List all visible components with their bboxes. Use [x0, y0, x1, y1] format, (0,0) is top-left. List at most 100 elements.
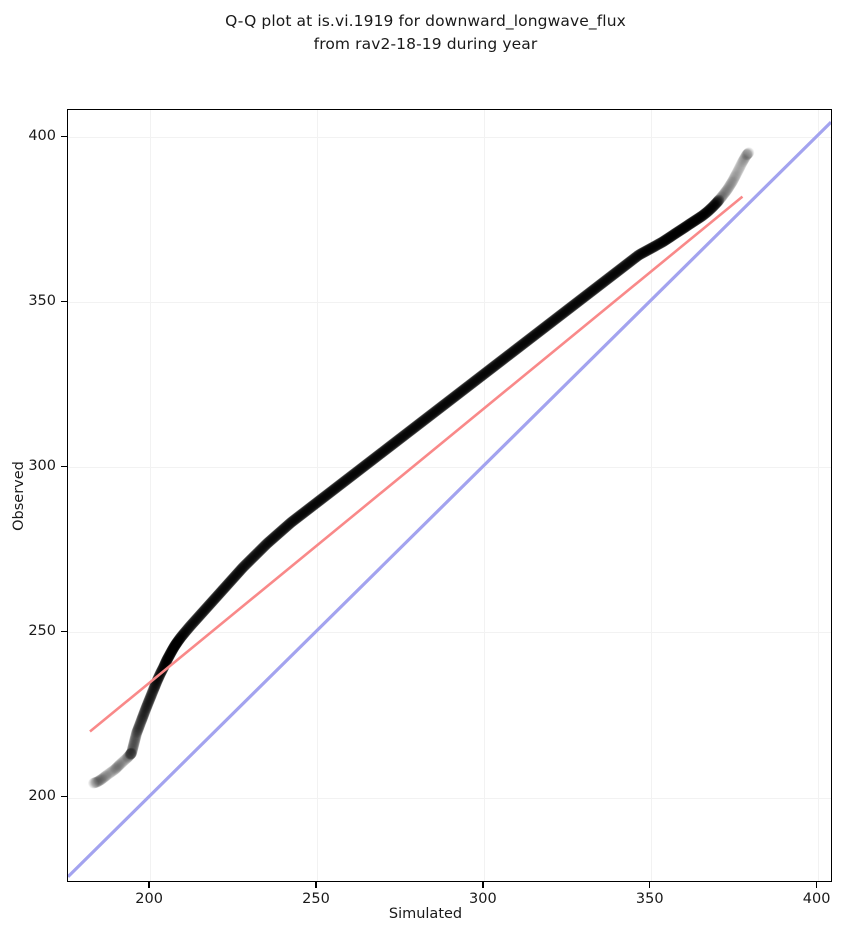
data-point [399, 429, 411, 441]
data-point [221, 580, 233, 591]
data-point [407, 423, 419, 435]
data-point [190, 613, 202, 625]
data-point [188, 616, 200, 628]
data-point [234, 565, 246, 577]
data-point [207, 595, 219, 607]
data-point [379, 445, 391, 457]
data-point [272, 528, 284, 540]
data-point [472, 373, 484, 385]
data-point [410, 421, 422, 433]
data-point [277, 524, 289, 536]
data-point [396, 431, 408, 443]
data-point [397, 431, 409, 443]
data-point [403, 426, 415, 438]
data-point [299, 506, 311, 517]
x-tick-label: 400 [802, 891, 831, 907]
data-point [369, 452, 381, 464]
data-point [244, 555, 256, 567]
data-point [421, 412, 433, 424]
data-point [172, 635, 184, 647]
data-point [284, 517, 296, 529]
data-point [400, 428, 412, 440]
data-point [131, 725, 143, 737]
data-point [222, 578, 234, 590]
data-point [455, 386, 467, 397]
data-point [357, 461, 369, 473]
data-point [252, 547, 264, 559]
data-point [301, 504, 313, 516]
data-point [318, 492, 330, 503]
data-point [316, 493, 328, 505]
data-point [169, 640, 181, 652]
data-point [148, 682, 160, 694]
data-point [383, 441, 395, 453]
data-point [428, 407, 440, 419]
data-point [322, 488, 334, 500]
data-point [175, 631, 187, 643]
data-point [323, 488, 335, 500]
data-point [164, 648, 176, 660]
identity-line [68, 121, 831, 878]
data-point [137, 710, 149, 722]
data-point [274, 526, 286, 538]
data-point [383, 441, 395, 453]
data-point [443, 395, 455, 407]
data-point [430, 405, 442, 417]
data-point [360, 459, 372, 471]
data-point [310, 497, 322, 509]
data-point [133, 722, 144, 734]
data-point [143, 696, 154, 708]
data-point [415, 417, 427, 429]
data-point [469, 375, 480, 387]
data-point [275, 525, 287, 537]
data-point [445, 393, 457, 405]
data-point [269, 531, 281, 543]
data-point [411, 420, 423, 432]
data-point [438, 399, 450, 411]
data-point [246, 553, 258, 565]
data-point [360, 459, 372, 471]
data-point [744, 147, 755, 158]
data-point [153, 672, 164, 684]
data-point [163, 650, 175, 662]
data-point [298, 506, 310, 518]
data-point [342, 473, 353, 485]
gridline-horizontal [68, 302, 831, 304]
data-point [469, 375, 481, 387]
data-point [195, 609, 206, 621]
data-point [292, 511, 304, 523]
data-point [357, 461, 369, 473]
data-point [192, 612, 204, 624]
data-point [295, 509, 307, 521]
data-point [447, 392, 459, 404]
data-point [303, 503, 315, 515]
data-point [239, 560, 251, 572]
data-point [169, 640, 181, 652]
x-axis-label: Simulated [388, 906, 463, 922]
data-point [418, 414, 430, 426]
y-tick-mark [61, 795, 67, 798]
data-point [477, 368, 489, 380]
data-point [162, 652, 174, 664]
data-point [270, 529, 282, 541]
data-point [291, 512, 303, 524]
data-point [420, 413, 432, 425]
data-point [247, 552, 259, 564]
data-point [274, 527, 286, 539]
data-point [355, 463, 367, 475]
data-point [160, 656, 172, 668]
data-point [247, 551, 259, 563]
data-point [448, 391, 460, 403]
data-point [424, 409, 436, 421]
data-point [364, 456, 376, 468]
data-point [317, 492, 329, 504]
data-point [280, 521, 292, 533]
data-point [268, 531, 280, 543]
data-point [165, 647, 177, 659]
data-point [437, 400, 449, 411]
data-point [455, 386, 467, 398]
data-point [306, 500, 318, 512]
data-point [334, 479, 346, 491]
data-point [172, 635, 184, 647]
data-point [356, 462, 368, 474]
